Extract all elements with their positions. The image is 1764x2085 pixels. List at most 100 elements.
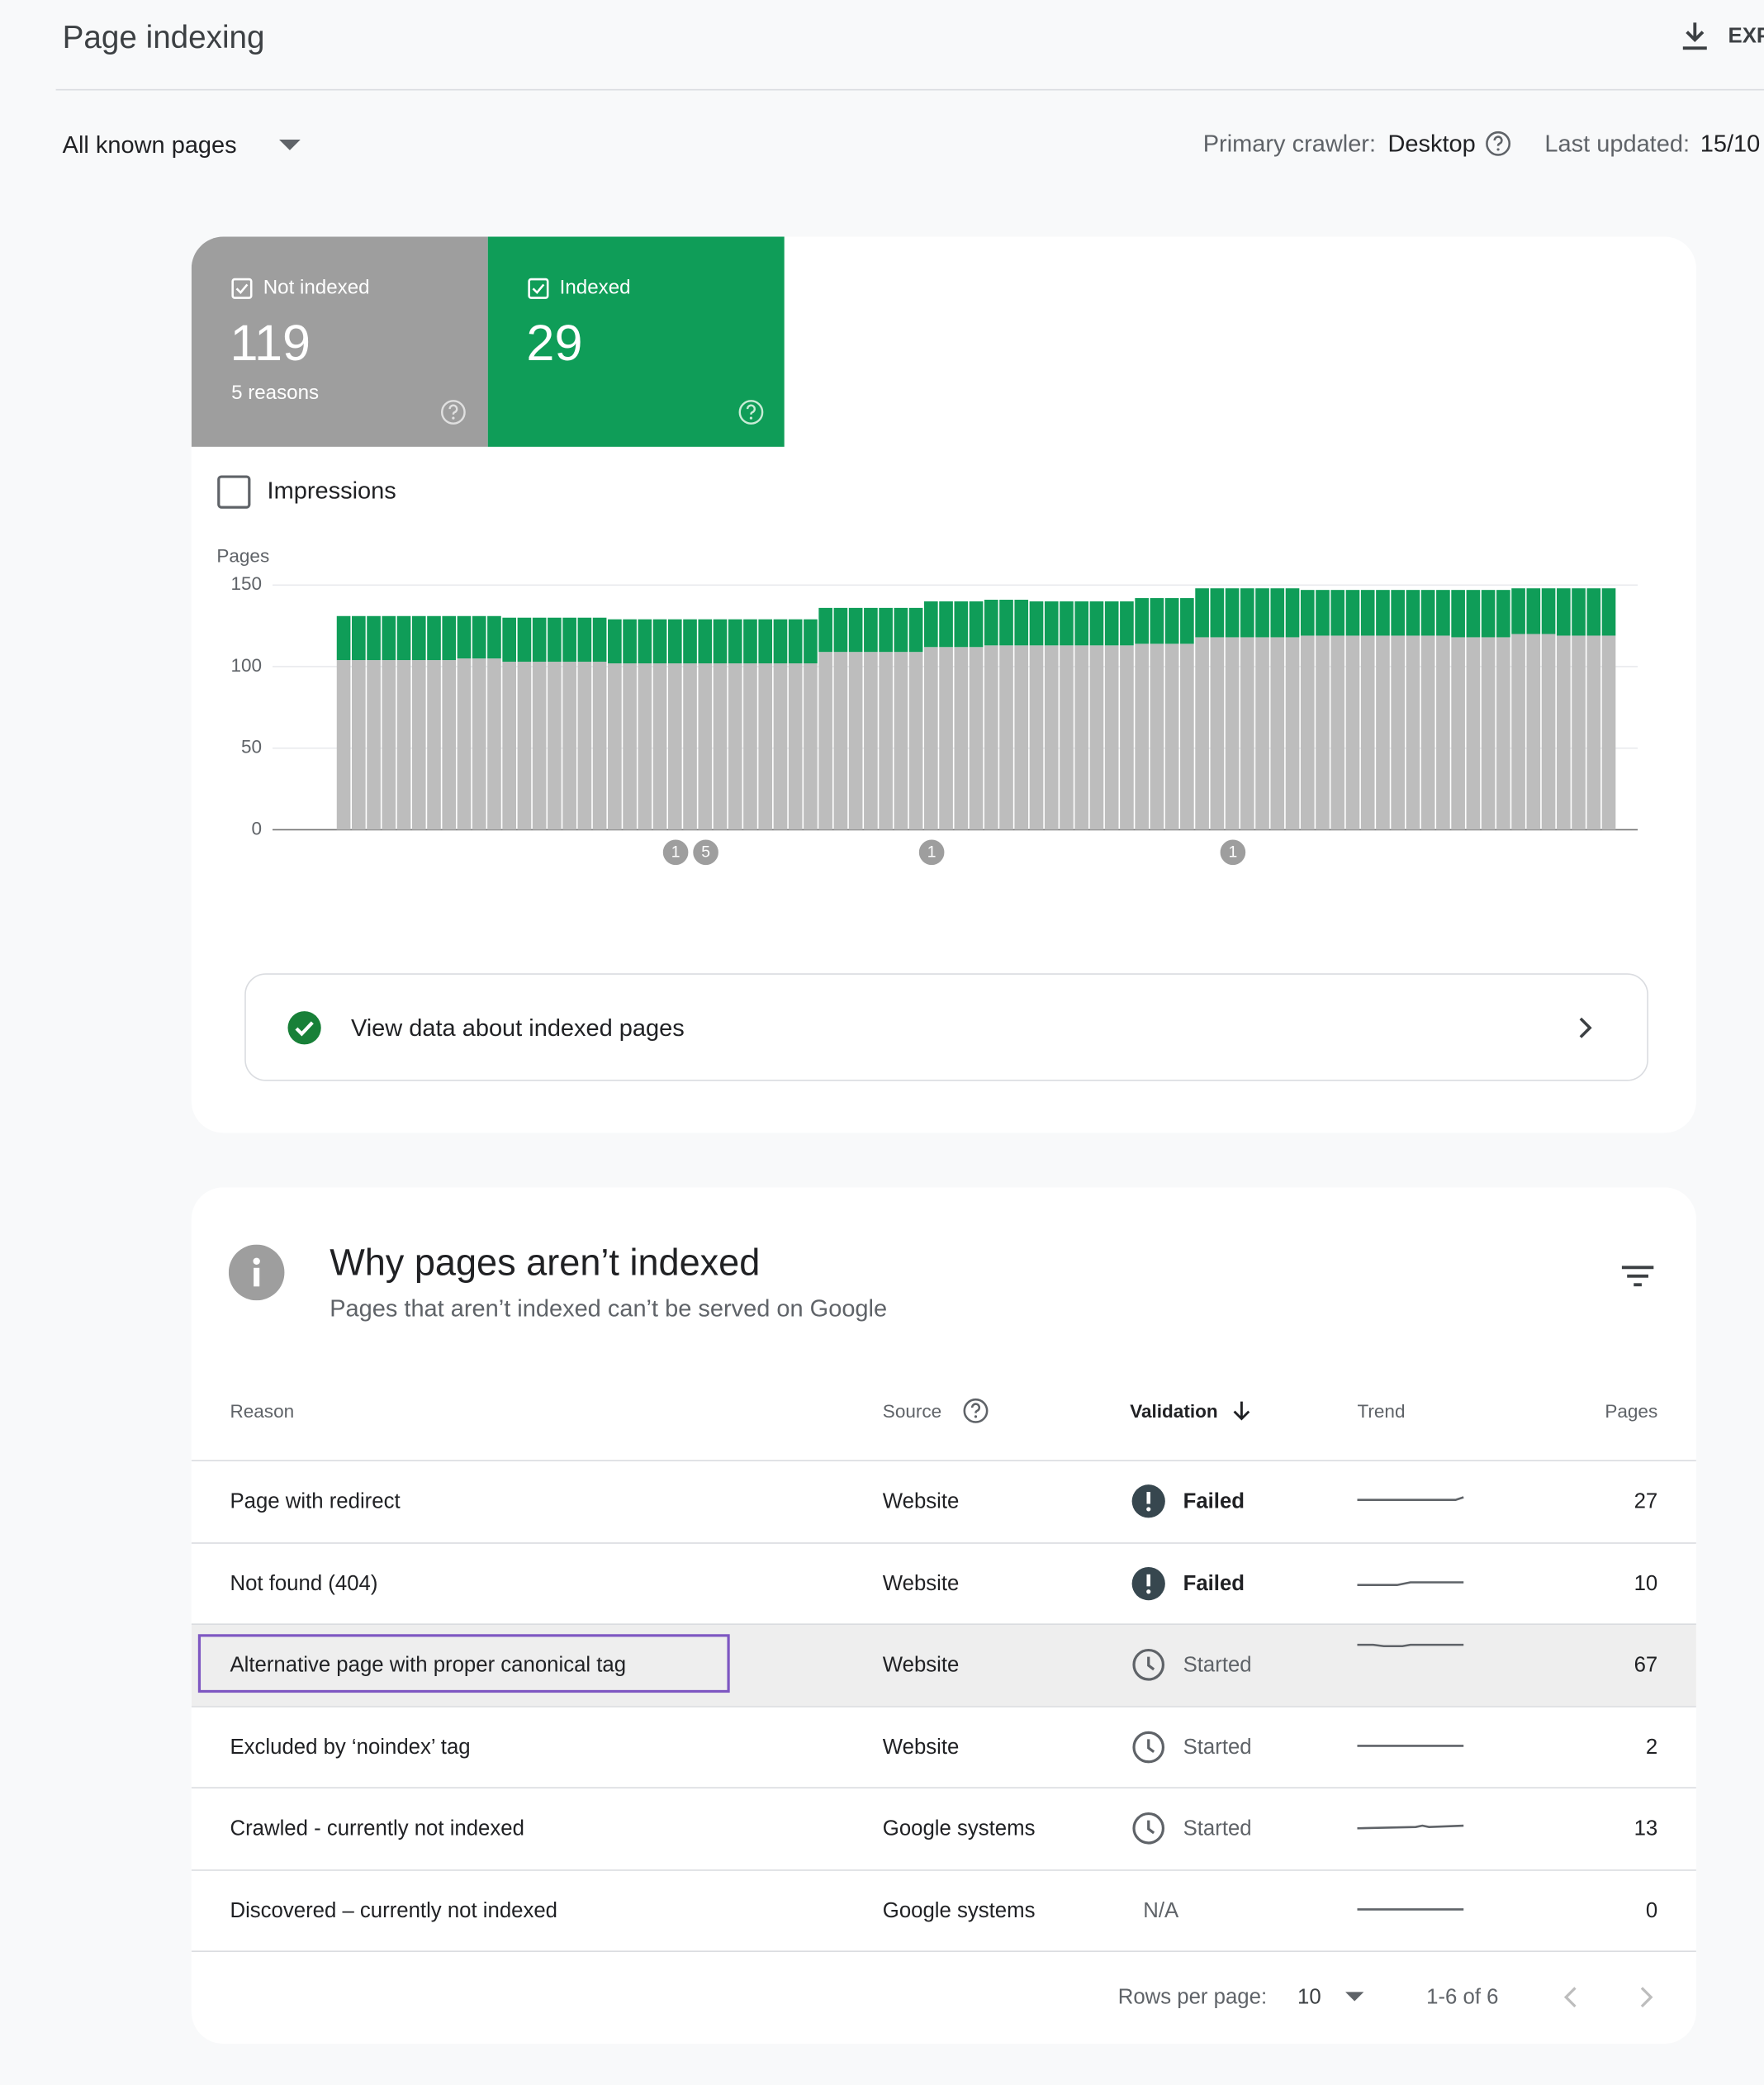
validation-icon [1132,1648,1165,1681]
bar-segment [984,600,998,646]
sparkline [1357,1496,1464,1501]
tile-checkbox[interactable] [231,278,253,299]
bar-segment [1572,635,1586,830]
table-row[interactable]: Page with redirect Website Failed 27 [191,1460,1696,1542]
bar-segment [788,663,803,830]
bar-segment [1240,588,1254,638]
chevron-right[interactable] [1578,1016,1594,1040]
table-row[interactable]: Not found (404) Website Failed 10 [191,1541,1696,1624]
filter-icon[interactable] [1621,1265,1654,1289]
bar-segment [352,660,366,830]
icon-shape [1132,1812,1165,1845]
bar-segment [894,652,908,830]
bar-segment [577,662,592,830]
bar-segment [939,601,953,648]
table-row[interactable]: Excluded by ‘noindex’ tag Website Started 2 [191,1705,1696,1788]
reasons-card: Why pages aren’t indexed Pages that aren… [191,1187,1696,2045]
bar-segment [1285,637,1300,830]
icon-shape [1146,1507,1151,1512]
sort-arrow[interactable] [1232,1400,1251,1422]
divider [55,88,1764,91]
bar-segment [1060,601,1074,646]
table-row[interactable]: Crawled - currently not indexed Google sy… [191,1787,1696,1869]
bar-segment [1526,588,1541,634]
bar-segment [1270,588,1285,638]
pages-filter[interactable]: All known pages [62,131,237,159]
bar-segment [1316,635,1330,830]
dropdown-arrow[interactable] [1344,1992,1364,2002]
next-page[interactable] [1638,1985,1653,2009]
bar-segment [804,663,818,830]
bar-segment [1104,645,1119,830]
rows-per-page-value[interactable]: 10 [1297,1986,1321,2010]
bar-segment [954,647,969,830]
bar-segment [1255,588,1269,638]
bar-segment [999,645,1013,830]
bar-segment [743,663,757,830]
bar-segment [1150,598,1164,644]
bar-segment [667,663,682,830]
selection-outline [197,1634,730,1693]
overview-card: Not indexed 119 5 reasons Indexed 29 Imp… [191,236,1696,1133]
download-icon[interactable] [1681,20,1709,52]
y-tick-label: 150 [231,573,263,594]
icon-shape [1132,1730,1165,1763]
table-row[interactable]: Discovered – currently not indexed Google… [191,1869,1696,1951]
bar-segment [608,619,622,664]
page-title: Page indexing [62,20,265,56]
bar-segment [833,607,848,653]
bar-segment [502,617,517,663]
bar-segment [457,615,472,659]
trend-sparkline [1357,1907,1464,1910]
impressions-checkbox[interactable] [216,475,251,510]
source-cell: Website [882,1654,960,1677]
bar-segment [652,619,667,664]
pages-cell: 67 [1634,1654,1658,1677]
indexed-link-text[interactable]: View data about indexed pages [350,1014,685,1042]
icon-shape [1146,1589,1151,1593]
help-icon[interactable] [1485,131,1511,157]
reason-cell: Excluded by ‘noindex’ tag [230,1736,471,1759]
indexed-tile[interactable]: Indexed 29 [487,236,785,447]
column-header[interactable]: Validation [1130,1399,1218,1422]
trend-sparkline [1357,1643,1464,1648]
bar-segment [1270,637,1285,830]
bar-segment [427,615,441,661]
indexed-link[interactable]: View data about indexed pages [244,973,1648,1081]
not-indexed-tile[interactable]: Not indexed 119 5 reasons [191,236,488,447]
bar-segment [939,647,953,830]
help-icon[interactable] [962,1398,989,1424]
help-icon[interactable] [737,399,764,425]
annotation-marker [662,838,690,867]
bar-segment [804,619,818,664]
tile-checkbox[interactable] [528,278,549,299]
bar-segment [758,619,773,664]
bar-segment [396,660,411,830]
validation-icon [1132,1812,1165,1845]
impressions-label[interactable]: Impressions [267,477,396,505]
bar-segment [1074,645,1089,830]
validation-cell: Started [1183,1817,1252,1840]
bar-segment [1150,644,1164,830]
dropdown-arrow[interactable] [277,138,301,151]
validation-cell: N/A [1143,1899,1179,1922]
bar-segment [1511,634,1525,830]
bar-segment [788,619,803,664]
help-icon[interactable] [440,399,467,425]
bar-segment [1391,635,1406,830]
bar-segment [1135,598,1149,644]
page-range: 1-6 of 6 [1426,1986,1499,2010]
bar-segment [1481,637,1496,830]
bar-segment [1572,588,1586,636]
bar-segment [652,663,667,830]
bar-segment [548,662,562,830]
table-rule [191,1950,1696,1952]
bar-segment [1074,601,1089,646]
bar-segment [487,658,501,830]
bar-segment [1210,637,1225,830]
export-button[interactable]: EXP [1728,25,1764,48]
prev-page[interactable] [1563,1985,1579,2009]
source-cell: Website [882,1490,960,1513]
